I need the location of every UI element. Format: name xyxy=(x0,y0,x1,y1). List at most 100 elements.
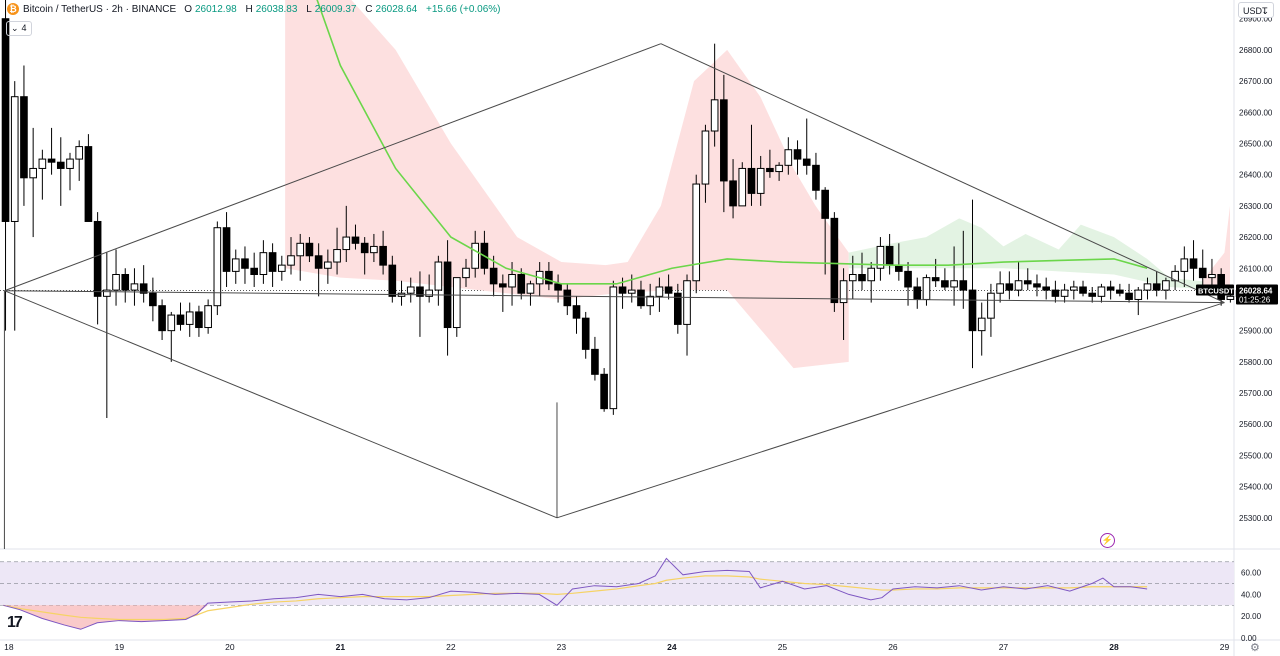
candle-body xyxy=(683,280,691,325)
gear-icon[interactable]: ⚙ xyxy=(1250,642,1260,654)
price-tag-bg xyxy=(1236,284,1278,305)
chevron-down-icon: ⌄ xyxy=(1261,6,1269,16)
candle-body xyxy=(1226,295,1235,300)
time-tick-label: 20 xyxy=(225,642,235,652)
time-tick-label: 27 xyxy=(999,642,1009,652)
candle-body xyxy=(66,158,74,169)
candle-body xyxy=(581,317,590,350)
price-tick-label: 25600.00 xyxy=(1239,420,1273,429)
candle-body xyxy=(692,183,701,282)
candle-body xyxy=(720,99,728,182)
candle-body xyxy=(1106,286,1115,291)
candle-body xyxy=(195,311,203,329)
triangle-drawing[interactable] xyxy=(3,43,1225,549)
candle-body xyxy=(830,217,839,304)
candle-body xyxy=(416,286,424,297)
symbol-legend: ₿ Bitcoin / TetherUS · 2h · BINANCE O 260… xyxy=(0,0,504,18)
candle-body xyxy=(1189,258,1198,269)
time-tick-label: 18 xyxy=(4,642,14,652)
price-tag-value: 26028.64 xyxy=(1239,287,1273,296)
candle-body xyxy=(351,236,360,244)
currency-value: USDT xyxy=(1243,6,1268,16)
candle-body xyxy=(775,164,783,173)
candle-body xyxy=(259,252,268,276)
price-tick-label: 25800.00 xyxy=(1239,358,1273,367)
price-axis[interactable]: 26900.00 26800.00 26700.00 26600.00 26500.00… xyxy=(1239,15,1273,643)
symbol-name[interactable]: Bitcoin / TetherUS · 2h · BINANCE xyxy=(23,3,177,15)
rsi-tick-label: 0.00 xyxy=(1241,634,1257,643)
price-tick-label: 26300.00 xyxy=(1239,202,1273,211)
candle-body xyxy=(1014,280,1023,291)
candlestick-series xyxy=(1,0,1244,418)
candle-body xyxy=(646,295,654,307)
candle-body xyxy=(333,249,341,263)
candle-body xyxy=(185,311,194,325)
candle-body xyxy=(1060,289,1069,297)
candle-body xyxy=(213,227,222,307)
candle-body xyxy=(922,277,931,300)
candle-body xyxy=(167,314,176,332)
close-value: 26028.64 xyxy=(375,3,418,15)
candle-body xyxy=(572,305,581,319)
candle-body xyxy=(296,242,305,257)
candle-body xyxy=(987,292,995,319)
candle-body xyxy=(766,167,774,173)
bitcoin-icon: ₿ xyxy=(7,3,19,15)
candle-body xyxy=(1079,286,1087,294)
candle-body xyxy=(176,314,185,325)
candle-body xyxy=(250,267,258,275)
candle-body xyxy=(56,161,65,169)
close-label: C xyxy=(365,3,373,15)
candle-body xyxy=(130,283,139,291)
candle-body xyxy=(1023,280,1032,285)
price-tick-label: 26400.00 xyxy=(1239,171,1273,180)
trend-line xyxy=(4,290,558,519)
bearish-cloud xyxy=(285,0,849,369)
time-tick-label: 23 xyxy=(557,642,567,652)
ichimoku-cloud xyxy=(285,0,1230,369)
candle-body xyxy=(75,146,84,160)
open-label: O xyxy=(184,3,192,15)
price-tick-label: 25900.00 xyxy=(1239,327,1273,336)
candle-body xyxy=(489,267,498,285)
candle-body xyxy=(84,146,93,222)
time-axis[interactable]: 18 19 20 21 22 23 24 25 26 27 28 29 xyxy=(4,642,1229,652)
candle-body xyxy=(1116,289,1124,294)
candle-body xyxy=(139,283,148,294)
candle-body xyxy=(406,286,415,294)
candle-body xyxy=(747,167,756,194)
lightning-icon[interactable]: ⚡ xyxy=(1100,533,1115,548)
indicators-toggle[interactable]: ⌄ 4 xyxy=(6,21,32,36)
candle-body xyxy=(1,18,10,222)
tradingview-logo[interactable]: 17 xyxy=(7,614,23,631)
candle-body xyxy=(913,286,922,300)
candle-body xyxy=(895,264,903,272)
candle-body xyxy=(1042,286,1050,291)
currency-select[interactable]: USDT ⌄ xyxy=(1238,2,1274,18)
candle-body xyxy=(609,286,618,410)
candle-body xyxy=(996,283,1004,294)
candle-body xyxy=(314,255,323,269)
open-value: 26012.98 xyxy=(194,3,237,15)
candle-body xyxy=(93,220,102,297)
candle-body xyxy=(931,277,940,282)
candle-body xyxy=(462,267,470,279)
candle-body xyxy=(103,289,111,297)
candle-body xyxy=(1208,274,1216,279)
candle-body xyxy=(637,289,645,307)
candle-body xyxy=(1171,270,1179,282)
candle-body xyxy=(885,245,894,266)
candle-body xyxy=(305,242,314,257)
candle-body xyxy=(452,277,461,329)
candle-body xyxy=(1051,289,1060,297)
candle-body xyxy=(379,245,387,266)
candle-body xyxy=(1097,286,1106,297)
candle-body xyxy=(839,280,848,304)
high-label: H xyxy=(245,3,253,15)
candle-body xyxy=(29,167,37,179)
candle-body xyxy=(158,305,166,332)
low-value: 26009.37 xyxy=(314,3,357,15)
candle-body xyxy=(673,292,682,325)
